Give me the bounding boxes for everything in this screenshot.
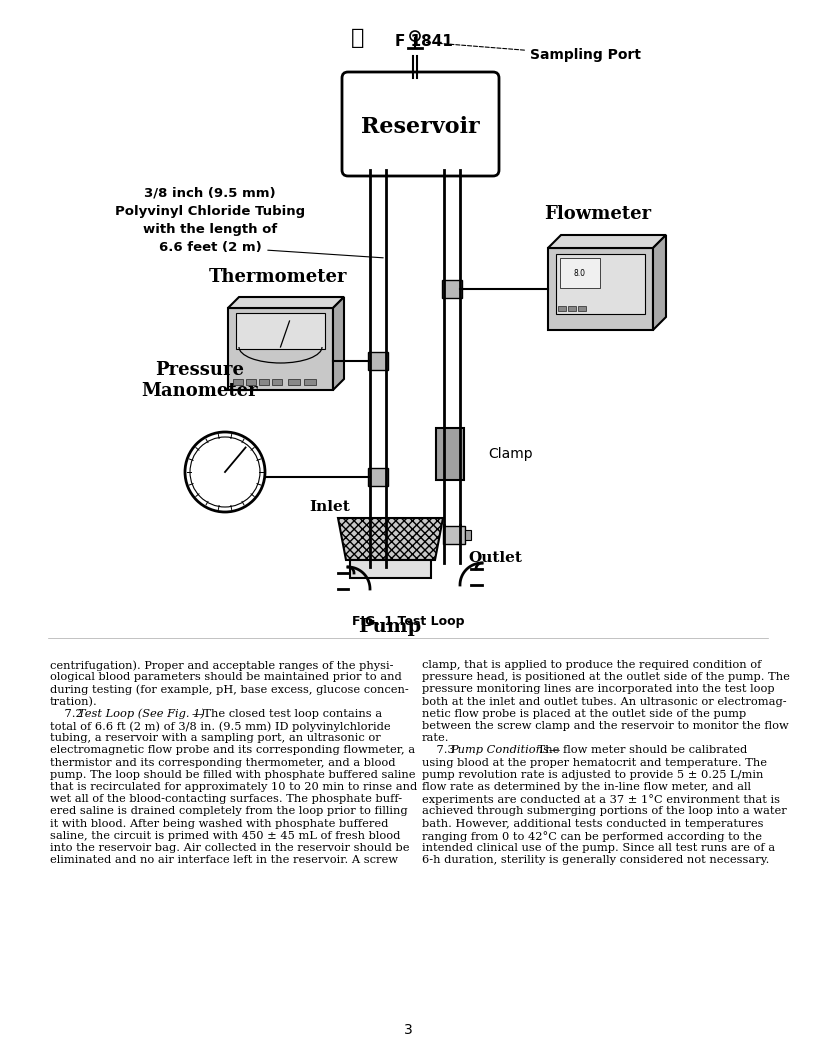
Text: pressure monitoring lines are incorporated into the test loop: pressure monitoring lines are incorporat… — [422, 684, 774, 695]
Text: ological blood parameters should be maintained prior to and: ological blood parameters should be main… — [50, 673, 401, 682]
Text: ered saline is drained completely from the loop prior to filling: ered saline is drained completely from t… — [50, 807, 408, 816]
Text: flow rate as determined by the in-line flow meter, and all: flow rate as determined by the in-line f… — [422, 782, 751, 792]
Text: 8.0: 8.0 — [574, 268, 586, 278]
Circle shape — [410, 31, 420, 41]
Polygon shape — [653, 235, 666, 329]
Text: pressure head, is positioned at the outlet side of the pump. The: pressure head, is positioned at the outl… — [422, 673, 790, 682]
Polygon shape — [548, 235, 666, 248]
Bar — [233, 379, 243, 385]
Text: it with blood. After being washed with phosphate buffered: it with blood. After being washed with p… — [50, 818, 388, 829]
Bar — [578, 306, 586, 312]
Text: —The closed test loop contains a: —The closed test loop contains a — [192, 709, 382, 719]
Text: Reservoir: Reservoir — [361, 116, 479, 138]
Text: using blood at the proper hematocrit and temperature. The: using blood at the proper hematocrit and… — [422, 757, 767, 768]
Polygon shape — [333, 297, 344, 390]
Bar — [560, 258, 600, 288]
Bar — [465, 530, 471, 540]
Polygon shape — [228, 308, 333, 390]
Text: 6-h duration, sterility is generally considered not necessary.: 6-h duration, sterility is generally con… — [422, 855, 769, 865]
Text: Thermometer: Thermometer — [209, 268, 348, 286]
Text: tubing, a reservoir with a sampling port, an ultrasonic or: tubing, a reservoir with a sampling port… — [50, 733, 381, 743]
Text: The flow meter should be calibrated: The flow meter should be calibrated — [534, 746, 747, 755]
Text: total of 6.6 ft (2 m) of 3/8 in. (9.5 mm) ID polyvinylchloride: total of 6.6 ft (2 m) of 3/8 in. (9.5 mm… — [50, 721, 391, 732]
Bar — [568, 306, 576, 312]
Text: experiments are conducted at a 37 ± 1°C environment that is: experiments are conducted at a 37 ± 1°C … — [422, 794, 780, 805]
Text: rate.: rate. — [422, 733, 450, 743]
Text: thermistor and its corresponding thermometer, and a blood: thermistor and its corresponding thermom… — [50, 757, 396, 768]
Text: 3: 3 — [404, 1023, 412, 1037]
Polygon shape — [338, 518, 443, 560]
Bar — [272, 379, 282, 385]
Bar — [288, 379, 300, 385]
Text: between the screw clamp and the reservoir to monitor the flow: between the screw clamp and the reservoi… — [422, 721, 789, 731]
Text: that is recirculated for approximately 10 to 20 min to rinse and: that is recirculated for approximately 1… — [50, 782, 417, 792]
Text: F 1841: F 1841 — [395, 35, 453, 50]
Text: both at the inlet and outlet tubes. An ultrasonic or electromag-: both at the inlet and outlet tubes. An u… — [422, 697, 787, 706]
Text: 7.2: 7.2 — [50, 709, 86, 719]
Bar — [368, 352, 388, 370]
Text: during testing (for example, pH, base excess, glucose concen-: during testing (for example, pH, base ex… — [50, 684, 409, 695]
Text: intended clinical use of the pump. Since all test runs are of a: intended clinical use of the pump. Since… — [422, 843, 775, 853]
Text: Flowmeter: Flowmeter — [544, 205, 651, 223]
Bar — [443, 526, 465, 544]
Text: into the reservoir bag. Air collected in the reservoir should be: into the reservoir bag. Air collected in… — [50, 843, 410, 853]
Circle shape — [190, 437, 260, 507]
Text: Sampling Port: Sampling Port — [425, 42, 641, 62]
Bar — [368, 468, 388, 486]
Bar — [442, 280, 462, 298]
Text: eliminated and no air interface left in the reservoir. A screw: eliminated and no air interface left in … — [50, 855, 398, 865]
Bar — [304, 379, 316, 385]
Text: FIG. 1 Test Loop: FIG. 1 Test Loop — [352, 616, 464, 628]
Bar — [259, 379, 269, 385]
Text: pump revolution rate is adjusted to provide 5 ± 0.25 L/min: pump revolution rate is adjusted to prov… — [422, 770, 764, 779]
Bar — [246, 379, 256, 385]
Polygon shape — [228, 297, 344, 308]
Text: Test Loop (See Fig. 1): Test Loop (See Fig. 1) — [78, 709, 205, 719]
Text: electromagnetic flow probe and its corresponding flowmeter, a: electromagnetic flow probe and its corre… — [50, 746, 415, 755]
Text: saline, the circuit is primed with 450 ± 45 mL of fresh blood: saline, the circuit is primed with 450 ±… — [50, 831, 401, 841]
Text: clamp, that is applied to produce the required condition of: clamp, that is applied to produce the re… — [422, 660, 761, 670]
Text: Clamp: Clamp — [488, 447, 533, 461]
Polygon shape — [548, 248, 653, 329]
Text: 3/8 inch (9.5 mm)
Polyvinyl Chloride Tubing
with the length of
6.6 feet (2 m): 3/8 inch (9.5 mm) Polyvinyl Chloride Tub… — [115, 187, 305, 253]
Text: Outlet: Outlet — [468, 551, 522, 565]
Text: achieved through submerging portions of the loop into a water: achieved through submerging portions of … — [422, 807, 787, 816]
Bar — [236, 313, 325, 348]
Text: Inlet: Inlet — [309, 499, 350, 514]
Text: netic flow probe is placed at the outlet side of the pump: netic flow probe is placed at the outlet… — [422, 709, 747, 719]
Text: wet all of the blood-contacting surfaces. The phosphate buff-: wet all of the blood-contacting surfaces… — [50, 794, 402, 805]
Text: ranging from 0 to 42°C can be performed according to the: ranging from 0 to 42°C can be performed … — [422, 831, 762, 842]
Bar — [436, 428, 464, 480]
Bar — [556, 254, 645, 314]
Text: Ⓐ: Ⓐ — [352, 29, 365, 48]
Text: pump. The loop should be filled with phosphate buffered saline: pump. The loop should be filled with pho… — [50, 770, 415, 779]
Circle shape — [185, 432, 265, 512]
Text: Pump Conditions—: Pump Conditions— — [450, 746, 561, 755]
Text: centrifugation). Proper and acceptable ranges of the physi-: centrifugation). Proper and acceptable r… — [50, 660, 393, 671]
Bar — [350, 560, 431, 578]
Text: bath. However, additional tests conducted in temperatures: bath. However, additional tests conducte… — [422, 818, 764, 829]
Bar — [558, 306, 566, 312]
Text: tration).: tration). — [50, 697, 98, 706]
Text: Pump: Pump — [358, 618, 422, 636]
FancyBboxPatch shape — [342, 72, 499, 176]
Text: Pressure
Manometer: Pressure Manometer — [142, 361, 259, 400]
Text: 7.3: 7.3 — [422, 746, 459, 755]
